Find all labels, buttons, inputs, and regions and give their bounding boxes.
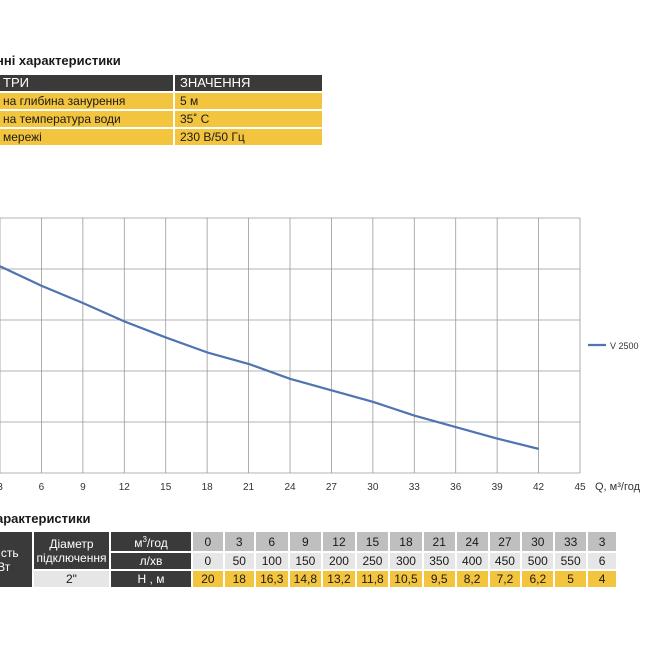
h-cell: 8,2 — [456, 571, 488, 587]
x-tick-label: 6 — [39, 482, 45, 493]
x-tick-label: 27 — [326, 482, 338, 493]
params-title: нні характеристики — [0, 53, 121, 68]
x-tick-label: 24 — [284, 482, 296, 493]
m3-cell: 24 — [456, 532, 488, 551]
l-cell: 300 — [390, 553, 422, 569]
h-cell: 4 — [588, 571, 616, 587]
x-tick-label: 18 — [202, 482, 214, 493]
m3-cell: 33 — [555, 532, 587, 551]
diam-label-line: Діаметр — [49, 536, 94, 551]
x-tick-label: 30 — [367, 482, 379, 493]
params-cell-name: мережі — [0, 129, 173, 145]
l-cell: 0 — [193, 553, 223, 569]
params-row: на глибина занурення 5 м — [0, 93, 322, 109]
unit-l: л/хв — [110, 553, 192, 569]
x-tick-label: 3 — [0, 482, 3, 493]
h-cell: 20 — [193, 571, 223, 587]
x-tick-label: 45 — [574, 482, 586, 493]
m3-cell: 15 — [356, 532, 389, 551]
h-cell: 14,8 — [289, 571, 322, 587]
unit-m3: м3/год — [110, 532, 192, 551]
params-cell-name: на глибина занурення — [0, 93, 173, 109]
h-cell: 10,5 — [390, 571, 422, 587]
x-tick-label: 39 — [492, 482, 504, 493]
h-cell: 16,3 — [255, 571, 288, 587]
params-header-value: ЗНАЧЕННЯ — [175, 75, 322, 91]
h-cell: 13,2 — [323, 571, 355, 587]
x-tick-label: 12 — [119, 482, 131, 493]
params-header-row: ТРИ ЗНАЧЕННЯ — [0, 75, 322, 91]
h-cell: 9,5 — [423, 571, 455, 587]
perf-row-l: л/хв 0 50 100 150 200 250 300 350 400 45… — [0, 553, 616, 569]
x-axis-label: Q, м³/год — [595, 481, 641, 493]
m3-cell: 21 — [423, 532, 455, 551]
m3-cell: 6 — [255, 532, 288, 551]
series-line — [0, 265, 539, 450]
params-cell-name: на температура води — [0, 111, 173, 127]
power-label-line: кВт — [0, 559, 11, 574]
unit-h: Н , м — [110, 571, 192, 587]
h-cell: 7,2 — [489, 571, 521, 587]
power-label-line: жність — [0, 545, 19, 560]
legend-label: V 2500 — [610, 341, 639, 351]
m3-cell: 0 — [193, 532, 223, 551]
m3-cell: 3 — [224, 532, 254, 551]
m3-cell: 12 — [323, 532, 355, 551]
x-tick-label: 42 — [533, 482, 545, 493]
params-row: на температура води 35˚ С — [0, 111, 322, 127]
power-label-cell: жність кВт — [0, 532, 33, 587]
x-tick-label: 21 — [243, 482, 255, 493]
l-cell: 550 — [555, 553, 587, 569]
l-cell: 100 — [255, 553, 288, 569]
h-cell: 18 — [224, 571, 254, 587]
l-cell: 250 — [356, 553, 389, 569]
params-table: ТРИ ЗНАЧЕННЯ на глибина занурення 5 м на… — [0, 73, 324, 147]
h-cell: 11,8 — [356, 571, 389, 587]
l-cell: 400 — [456, 553, 488, 569]
l-cell: 50 — [224, 553, 254, 569]
perf-table: жність кВт Діаметр підключення м3/год 0 … — [0, 530, 618, 589]
perf-row-m3: жність кВт Діаметр підключення м3/год 0 … — [0, 532, 616, 587]
params-header-name: ТРИ — [0, 75, 173, 91]
x-tick-label: 9 — [80, 482, 86, 493]
diam-label-line: підключення — [36, 550, 107, 565]
diam-value: 2" — [34, 571, 109, 587]
perf-title: арактеристики — [0, 511, 91, 526]
m3-cell: 27 — [489, 532, 521, 551]
l-cell: 500 — [522, 553, 554, 569]
m3-cell: 9 — [289, 532, 322, 551]
m3-cell: 18 — [390, 532, 422, 551]
params-cell-value: 230 В/50 Гц — [175, 129, 322, 145]
x-tick-label: 15 — [160, 482, 172, 493]
params-cell-value: 5 м — [175, 93, 322, 109]
h-cell: 6,2 — [522, 571, 554, 587]
l-cell: 150 — [289, 553, 322, 569]
params-row: мережі 230 В/50 Гц — [0, 129, 322, 145]
x-tick-label: 36 — [450, 482, 462, 493]
params-cell-value: 35˚ С — [175, 111, 322, 127]
perf-row-h: 2" Н , м 20 18 16,3 14,8 13,2 11,8 10,5 … — [0, 571, 616, 587]
l-cell: 200 — [323, 553, 355, 569]
l-cell: 450 — [489, 553, 521, 569]
m3-cell: 3 — [588, 532, 616, 551]
l-cell: 6 — [588, 553, 616, 569]
l-cell: 350 — [423, 553, 455, 569]
diam-label-cell: Діаметр підключення — [34, 532, 109, 569]
x-tick-label: 33 — [409, 482, 421, 493]
m3-cell: 30 — [522, 532, 554, 551]
h-cell: 5 — [555, 571, 587, 587]
